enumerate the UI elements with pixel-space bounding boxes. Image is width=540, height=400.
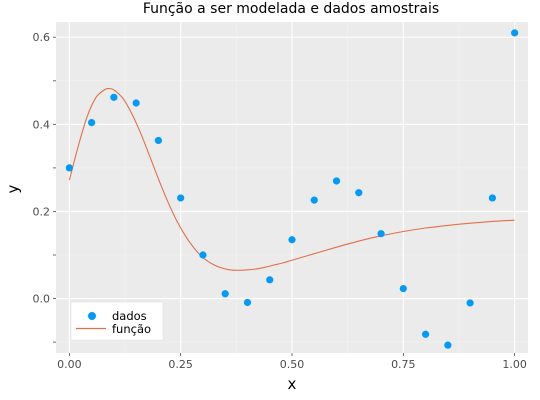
data-point [177, 194, 185, 202]
y-tick-label: 0.0 [33, 293, 51, 306]
data-points [65, 29, 519, 349]
data-point [444, 341, 452, 349]
x-tick-label: 0.75 [391, 358, 416, 371]
y-tick-label: 0.2 [33, 205, 51, 218]
y-axis-label: y [4, 184, 22, 193]
data-point [154, 136, 163, 145]
data-point [266, 276, 274, 284]
data-point [310, 196, 318, 204]
data-point [466, 299, 474, 307]
data-point [332, 177, 341, 185]
legend-label-funcao: função [112, 322, 151, 336]
data-point [488, 194, 496, 202]
grid [56, 22, 528, 353]
legend-box [70, 301, 164, 341]
data-point [511, 29, 519, 37]
y-tick-label: 0.4 [33, 118, 51, 131]
legend: dados função [70, 301, 164, 341]
x-tick-label: 1.00 [502, 358, 527, 371]
x-axis-label: x [288, 375, 297, 393]
data-point [355, 189, 363, 197]
y-tick-label: 0.6 [33, 31, 51, 44]
legend-marker-dados [88, 312, 96, 320]
data-point [132, 99, 140, 107]
data-point [199, 251, 207, 259]
x-tick-label: 0.25 [168, 358, 193, 371]
data-point [288, 236, 296, 244]
data-point [221, 290, 229, 298]
x-tick-label: 0.00 [57, 358, 82, 371]
axis-ticks: 0.00 0.25 0.50 0.75 1.00 0.0 0.2 0.4 0.6 [33, 31, 527, 371]
data-point [65, 164, 73, 172]
x-tick-label: 0.50 [280, 358, 305, 371]
data-point [421, 330, 430, 338]
data-point [399, 284, 407, 293]
legend-label-dados: dados [112, 309, 147, 323]
data-point [88, 119, 96, 127]
data-point [377, 230, 385, 238]
chart-title: Função a ser modelada e dados amostrais [143, 1, 439, 17]
data-point [243, 298, 252, 307]
data-point [110, 93, 118, 101]
